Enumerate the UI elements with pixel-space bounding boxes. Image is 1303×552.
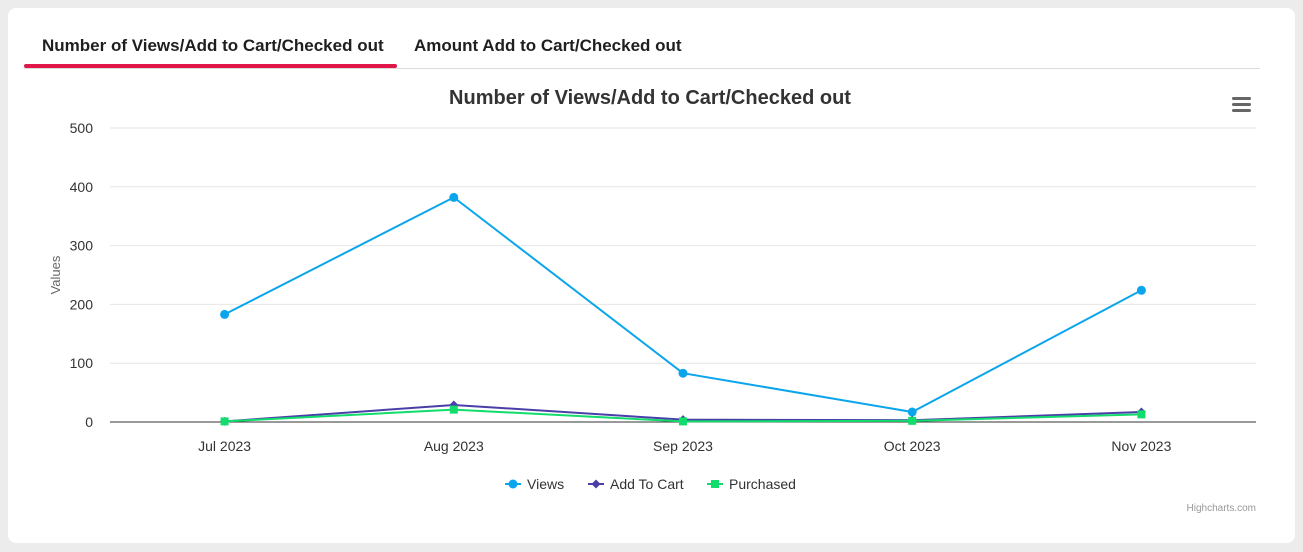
series-group <box>220 192 1146 426</box>
legend-item-views[interactable]: Views <box>505 476 564 492</box>
x-tick-label: Aug 2023 <box>424 438 484 454</box>
y-tick-label: 300 <box>70 238 94 254</box>
active-tab-indicator <box>24 64 397 68</box>
legend-item-add-to-cart[interactable]: Add To Cart <box>588 476 684 492</box>
legend-item-purchased[interactable]: Purchased <box>707 476 796 492</box>
x-axis-ticks: Jul 2023 Aug 2023 Sep 2023 Oct 2023 Nov 2023 <box>198 438 1171 454</box>
views-point <box>678 368 688 378</box>
purchased-point <box>908 416 917 425</box>
legend-marker <box>591 479 601 489</box>
x-tick-label: Nov 2023 <box>1111 438 1171 454</box>
menu-bar-2 <box>1232 103 1251 106</box>
y-axis-ticks: 0 100 200 300 400 500 <box>70 120 94 430</box>
y-axis-label: Values <box>48 255 63 294</box>
x-tick-label: Oct 2023 <box>884 438 941 454</box>
views-point <box>907 407 917 417</box>
legend-label: Purchased <box>729 476 796 492</box>
menu-bar-3 <box>1232 109 1251 112</box>
tab-bar: Number of Views/Add to Cart/Checked out … <box>24 28 1260 69</box>
x-tick-label: Sep 2023 <box>653 438 713 454</box>
hamburger-menu-icon[interactable] <box>1232 97 1251 112</box>
chart-title: Number of Views/Add to Cart/Checked out <box>449 87 851 109</box>
purchased-point <box>449 405 458 414</box>
purchased-point <box>220 417 229 426</box>
views-series <box>220 192 1146 417</box>
grid-lines <box>110 127 1256 423</box>
y-tick-label: 400 <box>70 179 94 195</box>
legend-marker <box>508 479 518 489</box>
legend-marker <box>711 480 719 488</box>
y-tick-label: 200 <box>70 296 94 312</box>
y-tick-label: 100 <box>70 355 94 371</box>
views-point <box>220 309 230 319</box>
y-tick-label: 0 <box>85 414 93 430</box>
purchased-series <box>220 405 1146 426</box>
tab-amount-add-to-cart-checked-out[interactable]: Amount Add to Cart/Checked out <box>414 36 682 55</box>
x-tick-label: Jul 2023 <box>198 438 251 454</box>
chart-card <box>8 8 1295 543</box>
purchased-point <box>1137 410 1146 419</box>
purchased-point <box>679 417 687 426</box>
legend-label: Add To Cart <box>610 476 684 492</box>
menu-bar-1 <box>1232 97 1251 100</box>
legend-label: Views <box>527 476 564 492</box>
y-tick-label: 500 <box>70 120 94 136</box>
views-point <box>449 192 459 202</box>
tab-views-add-to-cart-checked-out[interactable]: Number of Views/Add to Cart/Checked out <box>42 36 384 55</box>
views-point <box>1136 285 1146 295</box>
highcharts-credit[interactable]: Highcharts.com <box>1187 503 1256 514</box>
legend: Views Add To Cart Purchased <box>505 476 796 492</box>
